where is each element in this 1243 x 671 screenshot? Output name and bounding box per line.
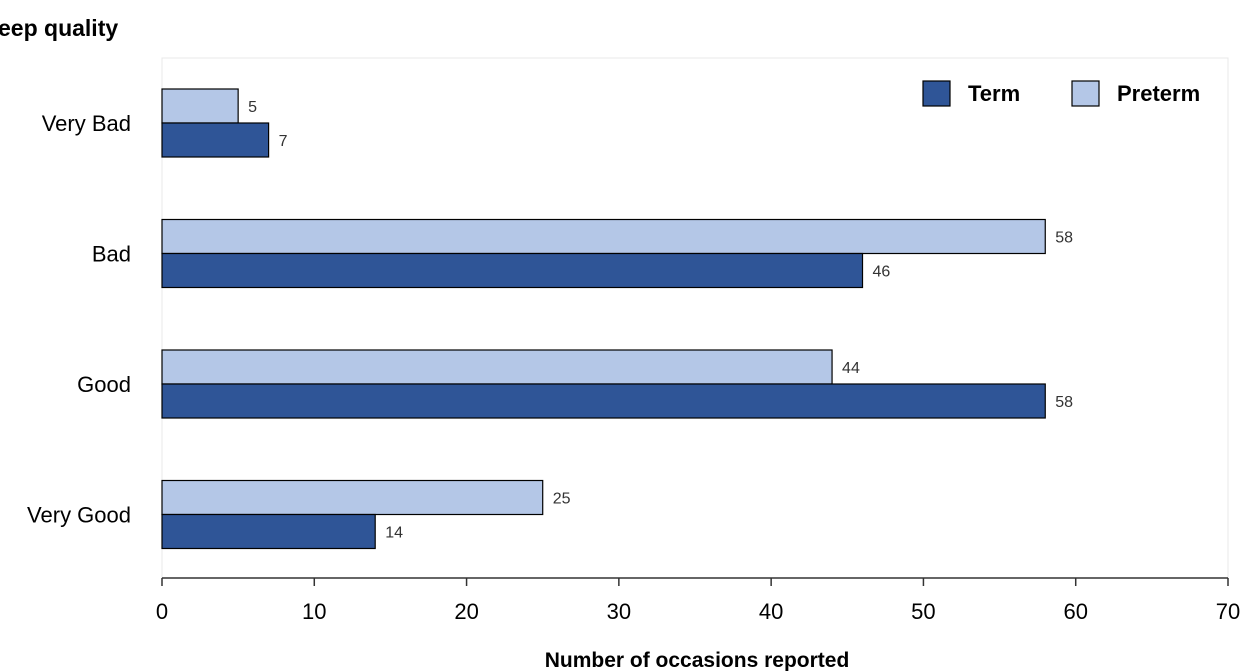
bar-preterm-1	[161, 218, 1046, 255]
bar-term-2	[161, 383, 1046, 419]
bar-preterm-0	[161, 88, 239, 124]
legend-swatch-preterm	[1071, 80, 1100, 107]
value-label-preterm-3: 25	[553, 491, 571, 508]
value-label-preterm-1: 58	[1055, 230, 1073, 247]
x-tick-label: 20	[454, 599, 478, 624]
category-label: Bad	[92, 242, 131, 267]
x-tick-label: 0	[156, 599, 168, 624]
value-label-term-0: 7	[279, 133, 288, 150]
value-label-preterm-2: 44	[842, 360, 860, 377]
bar-preterm-2	[161, 349, 833, 385]
x-tick-label: 30	[607, 599, 631, 624]
x-tick-label: 50	[911, 599, 935, 624]
bar-term-1	[161, 252, 864, 289]
x-tick-label: 70	[1216, 599, 1240, 624]
chart-title: eep quality	[0, 15, 118, 41]
x-tick-label: 60	[1063, 599, 1087, 624]
category-label: Very Good	[27, 503, 131, 528]
value-label-preterm-0: 5	[248, 99, 257, 116]
value-label-term-2: 58	[1055, 394, 1073, 411]
bar-term-0	[161, 122, 270, 158]
legend-swatch-term	[922, 80, 951, 107]
x-axis-ticks: 0 10 20 30 40 50 60 70	[156, 578, 1240, 624]
category-label: Good	[77, 372, 131, 397]
legend-label-term: Term	[968, 81, 1020, 106]
legend: Term Preterm	[922, 80, 1200, 107]
value-label-term-3: 14	[385, 525, 403, 542]
value-label-term-1: 46	[873, 264, 891, 281]
x-tick-label: 40	[759, 599, 783, 624]
bar-preterm-3	[161, 479, 544, 516]
bar-term-3	[161, 513, 376, 550]
x-tick-label: 10	[302, 599, 326, 624]
category-labels: Very Bad Bad Good Very Good	[27, 111, 131, 528]
x-axis-title: Number of occasions reported	[545, 649, 850, 671]
legend-label-preterm: Preterm	[1117, 81, 1200, 106]
bars-group: 5 7 58 46 44 58 25 14	[161, 88, 1073, 550]
category-label: Very Bad	[42, 111, 131, 136]
